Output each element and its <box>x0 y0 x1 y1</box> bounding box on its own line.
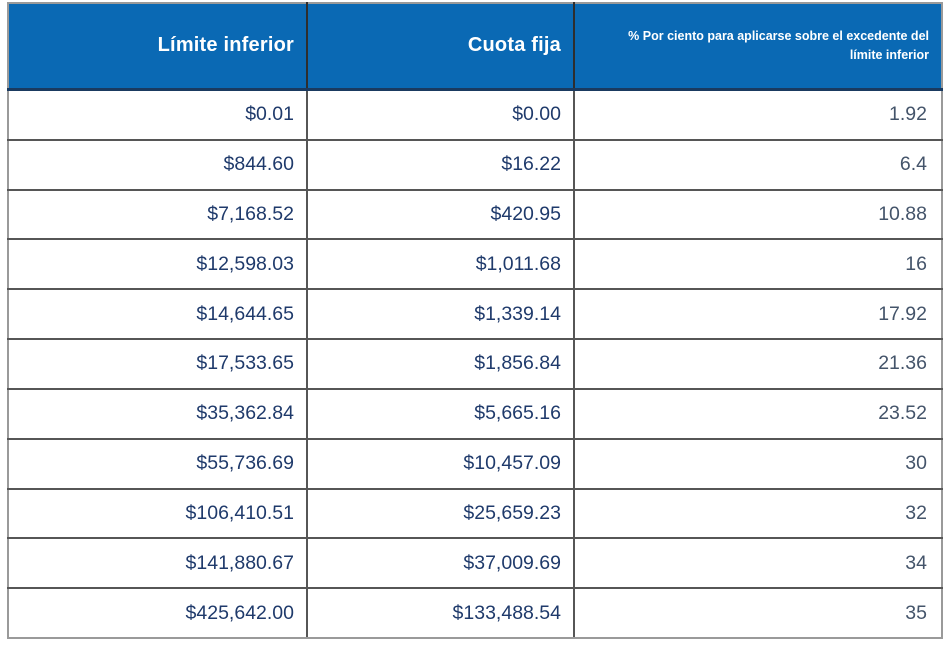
cell-porcentaje: 1.92 <box>573 88 943 141</box>
header-limite-inferior: Límite inferior <box>7 2 308 91</box>
cell-limite-inferior: $106,410.51 <box>7 487 308 540</box>
cell-porcentaje: 23.52 <box>573 387 943 440</box>
cell-porcentaje: 6.4 <box>573 138 943 191</box>
cell-cuota-fija: $133,488.54 <box>306 587 575 639</box>
cell-porcentaje: 34 <box>573 537 943 590</box>
table-row: $14,644.65 $1,339.14 17.92 <box>7 288 943 341</box>
table-row: $35,362.84 $5,665.16 23.52 <box>7 387 943 440</box>
cell-cuota-fija: $37,009.69 <box>306 537 575 590</box>
cell-limite-inferior: $12,598.03 <box>7 238 308 291</box>
table-header-row: Límite inferior Cuota fija % Por ciento … <box>7 2 943 91</box>
table-row: $425,642.00 $133,488.54 35 <box>7 587 943 639</box>
cell-cuota-fija: $420.95 <box>306 188 575 241</box>
table-row: $141,880.67 $37,009.69 34 <box>7 537 943 590</box>
cell-cuota-fija: $5,665.16 <box>306 387 575 440</box>
cell-porcentaje: 32 <box>573 487 943 540</box>
cell-limite-inferior: $7,168.52 <box>7 188 308 241</box>
cell-limite-inferior: $17,533.65 <box>7 338 308 390</box>
cell-porcentaje: 21.36 <box>573 338 943 390</box>
cell-limite-inferior: $35,362.84 <box>7 387 308 440</box>
cell-cuota-fija: $25,659.23 <box>306 487 575 540</box>
cell-porcentaje: 17.92 <box>573 288 943 341</box>
cell-cuota-fija: $1,856.84 <box>306 338 575 390</box>
cell-limite-inferior: $55,736.69 <box>7 437 308 490</box>
cell-porcentaje: 35 <box>573 587 943 639</box>
cell-limite-inferior: $0.01 <box>7 88 308 141</box>
table-row: $7,168.52 $420.95 10.88 <box>7 188 943 241</box>
table-row: $17,533.65 $1,856.84 21.36 <box>7 338 943 390</box>
cell-limite-inferior: $141,880.67 <box>7 537 308 590</box>
table-row: $55,736.69 $10,457.09 30 <box>7 437 943 490</box>
cell-porcentaje: 16 <box>573 238 943 291</box>
cell-porcentaje: 30 <box>573 437 943 490</box>
cell-limite-inferior: $844.60 <box>7 138 308 191</box>
header-cuota-fija: Cuota fija <box>306 2 575 91</box>
cell-cuota-fija: $0.00 <box>306 88 575 141</box>
cell-cuota-fija: $10,457.09 <box>306 437 575 490</box>
cell-limite-inferior: $425,642.00 <box>7 587 308 639</box>
cell-cuota-fija: $1,011.68 <box>306 238 575 291</box>
table-row: $12,598.03 $1,011.68 16 <box>7 238 943 291</box>
cell-cuota-fija: $1,339.14 <box>306 288 575 341</box>
table-row: $106,410.51 $25,659.23 32 <box>7 487 943 540</box>
table-row: $844.60 $16.22 6.4 <box>7 138 943 191</box>
isr-tax-table: Límite inferior Cuota fija % Por ciento … <box>7 2 943 639</box>
table-row: $0.01 $0.00 1.92 <box>7 88 943 141</box>
cell-limite-inferior: $14,644.65 <box>7 288 308 341</box>
cell-porcentaje: 10.88 <box>573 188 943 241</box>
header-porcentaje-excedente: % Por ciento para aplicarse sobre el exc… <box>573 2 943 91</box>
cell-cuota-fija: $16.22 <box>306 138 575 191</box>
